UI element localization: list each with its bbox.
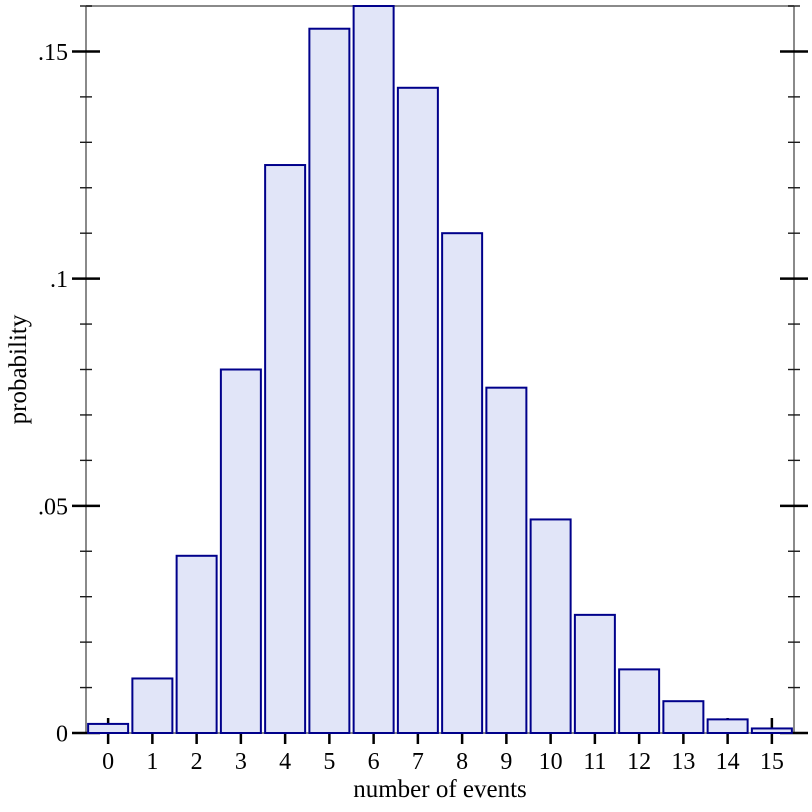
y-tick-label-3: .15 [38, 40, 68, 66]
y-axis-title: probability [5, 314, 32, 424]
bar-14 [706, 718, 749, 735]
y-tick-label-0: 0 [56, 722, 68, 748]
x-tick-label-4: 4 [279, 749, 291, 775]
bar-1 [131, 677, 174, 734]
x-tick-label-6: 6 [368, 749, 380, 775]
bar-4 [264, 164, 307, 734]
x-tick-label-11: 11 [583, 749, 606, 775]
x-tick-label-2: 2 [191, 749, 203, 775]
x-tick-label-0: 0 [102, 749, 114, 775]
bar-15 [750, 727, 793, 734]
bar-0 [87, 722, 130, 734]
bar-3 [219, 368, 262, 734]
x-tick-label-15: 15 [760, 749, 784, 775]
x-axis-title: number of events [353, 776, 527, 803]
bar-2 [175, 554, 218, 735]
x-tick-label-10: 10 [539, 749, 563, 775]
x-tick-label-14: 14 [716, 749, 740, 775]
x-tick-label-13: 13 [671, 749, 695, 775]
bar-12 [618, 668, 661, 735]
bar-13 [662, 700, 705, 734]
bar-11 [573, 613, 616, 734]
x-tick-label-9: 9 [500, 749, 512, 775]
x-tick-label-8: 8 [456, 749, 468, 775]
bar-5 [308, 27, 351, 734]
bar-7 [396, 86, 439, 735]
x-tick-label-3: 3 [235, 749, 247, 775]
bar-10 [529, 518, 572, 734]
bar-8 [441, 232, 484, 734]
bar-9 [485, 386, 528, 734]
x-tick-label-12: 12 [627, 749, 651, 775]
x-tick-label-1: 1 [146, 749, 158, 775]
bar-6 [352, 5, 395, 734]
x-tick-label-5: 5 [323, 749, 335, 775]
x-tick-label-7: 7 [412, 749, 424, 775]
y-tick-label-1: .05 [38, 494, 68, 520]
y-tick-label-2: .1 [50, 267, 68, 293]
